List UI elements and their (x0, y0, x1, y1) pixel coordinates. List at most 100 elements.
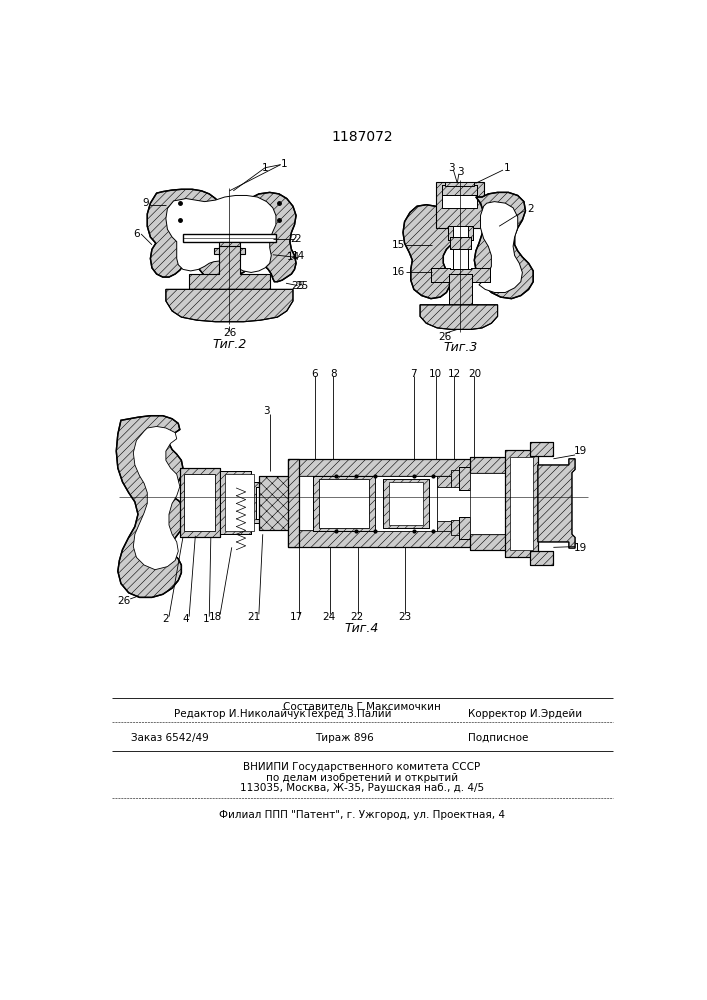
Polygon shape (469, 473, 515, 534)
Polygon shape (403, 205, 454, 299)
Polygon shape (469, 457, 515, 473)
Polygon shape (116, 416, 185, 597)
Text: 1: 1 (281, 159, 287, 169)
Polygon shape (448, 226, 473, 240)
Text: 14: 14 (292, 251, 305, 261)
Polygon shape (450, 237, 472, 249)
Text: 19: 19 (574, 543, 587, 553)
Polygon shape (320, 479, 369, 528)
Text: 10: 10 (429, 369, 442, 379)
Text: 15: 15 (392, 240, 405, 250)
Polygon shape (459, 517, 469, 539)
Text: 20: 20 (468, 369, 481, 379)
Text: Τиг.3: Τиг.3 (443, 341, 477, 354)
Polygon shape (147, 189, 296, 282)
Polygon shape (288, 476, 499, 530)
Polygon shape (510, 457, 533, 550)
Text: 3: 3 (263, 406, 270, 416)
Text: 22: 22 (350, 612, 363, 622)
Polygon shape (185, 474, 216, 531)
Text: 8: 8 (330, 369, 337, 379)
Polygon shape (420, 305, 498, 329)
Text: 21: 21 (247, 612, 261, 622)
Polygon shape (437, 521, 451, 531)
Text: Τиг.4: Τиг.4 (345, 622, 379, 635)
Polygon shape (538, 459, 575, 548)
Polygon shape (383, 479, 429, 528)
Polygon shape (389, 482, 423, 525)
Text: 2: 2 (294, 234, 301, 244)
Text: 19: 19 (574, 446, 587, 456)
Polygon shape (218, 242, 240, 257)
Text: 7: 7 (411, 369, 417, 379)
Polygon shape (134, 426, 180, 570)
Polygon shape (183, 234, 276, 242)
Polygon shape (288, 459, 299, 547)
Text: Редактор И.Николайчук: Редактор И.Николайчук (174, 709, 305, 719)
Text: 25: 25 (296, 281, 309, 291)
Polygon shape (530, 551, 554, 565)
Text: Составитель Г.Максимочкин: Составитель Г.Максимочкин (283, 702, 441, 712)
Polygon shape (459, 466, 469, 490)
Polygon shape (259, 476, 290, 530)
Text: 6: 6 (133, 229, 140, 239)
Polygon shape (431, 268, 490, 282)
Text: 2: 2 (163, 614, 169, 624)
Polygon shape (189, 246, 270, 289)
Polygon shape (222, 254, 237, 285)
Polygon shape (225, 474, 255, 531)
Polygon shape (437, 476, 451, 487)
Polygon shape (451, 520, 459, 535)
Text: 9: 9 (142, 198, 149, 208)
Text: 23: 23 (398, 612, 411, 622)
Text: 14: 14 (287, 252, 300, 262)
Text: 3: 3 (448, 163, 455, 173)
Text: 1: 1 (503, 163, 510, 173)
Polygon shape (180, 468, 220, 537)
Text: 1187072: 1187072 (331, 130, 393, 144)
Text: 17: 17 (289, 612, 303, 622)
Text: Техред З.Палий: Техред З.Палий (305, 709, 392, 719)
Polygon shape (313, 476, 375, 531)
Polygon shape (375, 476, 437, 531)
Polygon shape (166, 195, 276, 272)
Text: Корректор И.Эрдейи: Корректор И.Эрдейи (468, 709, 583, 719)
Polygon shape (442, 185, 477, 195)
Text: 26: 26 (117, 596, 131, 606)
Polygon shape (220, 474, 230, 480)
Text: 12: 12 (448, 369, 461, 379)
Polygon shape (449, 274, 472, 305)
Text: Подписное: Подписное (468, 733, 529, 743)
Text: ВНИИПИ Государственного комитета СССР: ВНИИПИ Государственного комитета СССР (243, 762, 481, 772)
Text: 6: 6 (311, 369, 318, 379)
Text: 26: 26 (223, 328, 236, 338)
Polygon shape (217, 289, 242, 316)
Polygon shape (474, 192, 533, 299)
Text: по делам изобретений и открытий: по делам изобретений и открытий (266, 773, 458, 783)
Polygon shape (436, 182, 484, 228)
Polygon shape (442, 185, 477, 208)
Polygon shape (288, 459, 499, 476)
Polygon shape (220, 527, 230, 533)
Polygon shape (166, 289, 293, 322)
Text: 16: 16 (392, 267, 405, 277)
Text: 113035, Москва, Ж-35, Раушская наб., д. 4/5: 113035, Москва, Ж-35, Раушская наб., д. … (240, 783, 484, 793)
Text: 1: 1 (203, 614, 209, 624)
Text: Τиг.2: Τиг.2 (212, 338, 247, 351)
Text: 18: 18 (209, 612, 222, 622)
Polygon shape (451, 274, 469, 305)
Text: 24: 24 (322, 612, 335, 622)
Text: Заказ 6542/49: Заказ 6542/49 (131, 733, 209, 743)
Polygon shape (451, 470, 459, 487)
Polygon shape (452, 226, 468, 269)
Polygon shape (469, 534, 515, 550)
Text: 25: 25 (291, 281, 304, 291)
Polygon shape (479, 202, 522, 292)
Text: Тираж 896: Тираж 896 (315, 733, 373, 743)
Polygon shape (530, 442, 554, 456)
Text: 4: 4 (182, 614, 189, 624)
Polygon shape (220, 471, 259, 534)
Text: 3: 3 (457, 167, 464, 177)
Polygon shape (288, 530, 499, 547)
Polygon shape (506, 450, 538, 557)
